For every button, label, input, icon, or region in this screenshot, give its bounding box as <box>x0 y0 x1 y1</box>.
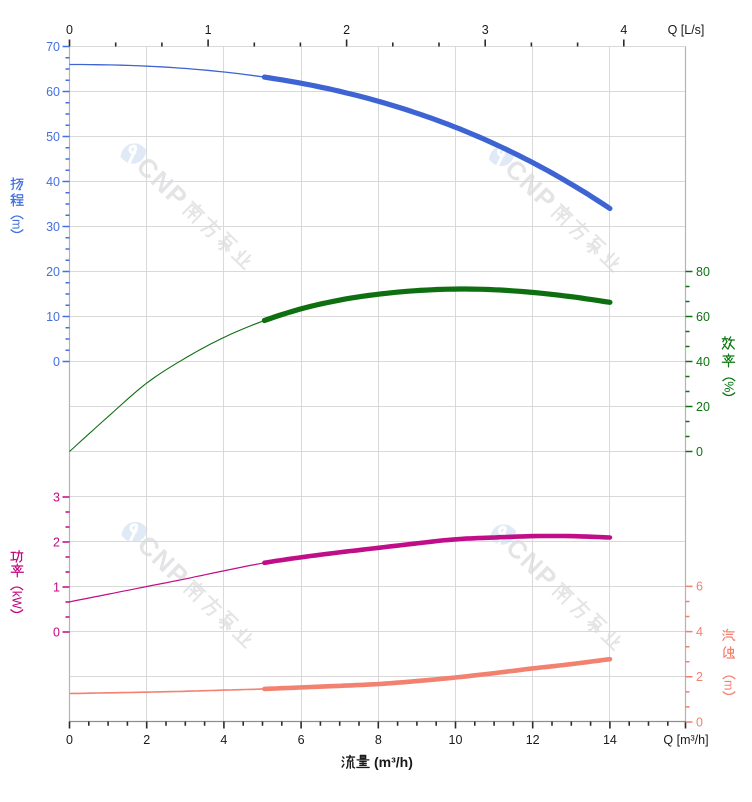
svg-text:1: 1 <box>205 23 212 37</box>
svg-text:6: 6 <box>298 733 305 747</box>
svg-text:0: 0 <box>53 355 60 369</box>
svg-text:12: 12 <box>526 733 540 747</box>
svg-text:2: 2 <box>343 23 350 37</box>
svg-text:3: 3 <box>53 490 60 504</box>
svg-text:2: 2 <box>696 670 703 684</box>
svg-text:20: 20 <box>696 400 710 414</box>
svg-text:60: 60 <box>46 85 60 99</box>
svg-text:30: 30 <box>46 220 60 234</box>
svg-text:70: 70 <box>46 40 60 54</box>
svg-text:Q [L/s]: Q [L/s] <box>668 23 705 37</box>
svg-text:4: 4 <box>696 625 703 639</box>
svg-text:8: 8 <box>375 733 382 747</box>
svg-text:Q [m³/h]: Q [m³/h] <box>663 733 708 747</box>
svg-text:4: 4 <box>620 23 627 37</box>
svg-text:0: 0 <box>696 445 703 459</box>
svg-text:60: 60 <box>696 310 710 324</box>
svg-text:50: 50 <box>46 130 60 144</box>
svg-text:2: 2 <box>143 733 150 747</box>
svg-text:0: 0 <box>66 733 73 747</box>
svg-text:kW: kW <box>9 591 23 609</box>
svg-text:40: 40 <box>46 175 60 189</box>
svg-text:2: 2 <box>53 535 60 549</box>
svg-text:6: 6 <box>696 580 703 594</box>
svg-text:4: 4 <box>220 733 227 747</box>
svg-text:1: 1 <box>53 580 60 594</box>
svg-text:m: m <box>722 680 736 690</box>
svg-text:(m³/h): (m³/h) <box>374 754 413 770</box>
svg-text:40: 40 <box>696 355 710 369</box>
svg-text:80: 80 <box>696 265 710 279</box>
svg-text:0: 0 <box>53 625 60 639</box>
svg-text:m: m <box>10 219 24 229</box>
svg-text:0: 0 <box>66 23 73 37</box>
svg-text:0: 0 <box>696 715 703 729</box>
svg-text:3: 3 <box>482 23 489 37</box>
svg-text:%: % <box>722 381 736 392</box>
svg-text:14: 14 <box>603 733 617 747</box>
svg-text:10: 10 <box>449 733 463 747</box>
svg-text:20: 20 <box>46 265 60 279</box>
svg-text:10: 10 <box>46 310 60 324</box>
